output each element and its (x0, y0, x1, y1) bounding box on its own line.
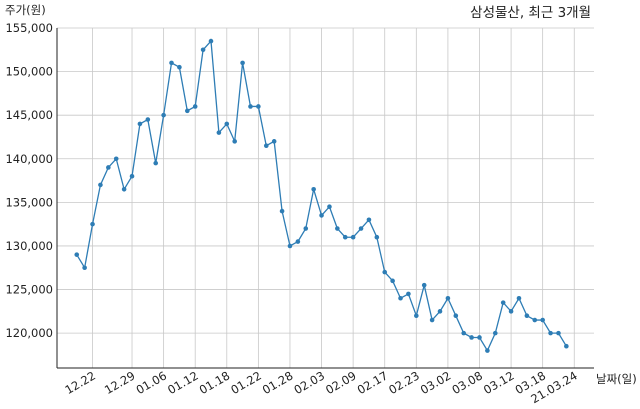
price-point (319, 213, 324, 218)
price-point (500, 300, 506, 305)
price-point (137, 121, 143, 127)
price-point (311, 186, 316, 192)
price-point (350, 234, 356, 240)
x-tick-label: 02.09 (323, 368, 359, 397)
price-point (208, 38, 214, 44)
price-point (129, 173, 135, 179)
y-tick-label: 150,000 (5, 65, 53, 79)
price-point (121, 186, 127, 192)
price-point (287, 243, 293, 249)
price-point (295, 239, 301, 244)
price-point (263, 143, 269, 148)
price-point (279, 208, 285, 214)
price-point (327, 204, 332, 210)
price-point (216, 130, 222, 135)
price-point (429, 317, 435, 323)
x-tick-label: 01.28 (260, 368, 296, 397)
tick-label-layer: 120,000 125,000 130,000 135,000 140,000 145,0… (5, 21, 579, 406)
price-point (485, 348, 490, 353)
price-point (335, 226, 340, 231)
price-point (200, 47, 206, 53)
price-point (556, 330, 561, 336)
y-tick-label: 140,000 (5, 152, 53, 166)
price-point (240, 60, 245, 66)
price-point (548, 330, 553, 336)
price-point (461, 330, 466, 336)
y-tick-label: 135,000 (5, 195, 53, 209)
price-point (248, 104, 253, 109)
price-point (224, 121, 230, 127)
price-point (358, 226, 364, 231)
price-point (516, 295, 522, 301)
series-layer (74, 38, 569, 353)
x-tick-label: 02.23 (386, 368, 422, 397)
price-point (374, 234, 380, 240)
price-point (437, 309, 443, 314)
price-point (232, 139, 237, 144)
x-tick-label: 12.22 (63, 368, 99, 397)
x-tick-label: 02.17 (355, 368, 391, 397)
y-tick-label: 120,000 (5, 326, 53, 340)
price-point (106, 165, 111, 170)
y-tick-label: 145,000 (5, 108, 53, 122)
price-point (192, 104, 198, 109)
x-tick-label: 03.12 (481, 368, 517, 397)
price-point (161, 112, 166, 118)
price-point (524, 313, 530, 318)
price-point (453, 313, 459, 318)
x-tick-label: 02.03 (292, 368, 328, 397)
price-point (177, 64, 182, 70)
y-tick-label: 125,000 (5, 283, 53, 297)
price-point (532, 317, 538, 323)
price-point (508, 309, 514, 314)
price-point (303, 226, 309, 231)
price-point (564, 343, 569, 349)
y-tick-label: 130,000 (5, 239, 53, 253)
x-tick-label: 01.06 (134, 368, 170, 397)
x-tick-label: 01.22 (228, 368, 264, 397)
price-point (98, 182, 103, 188)
price-point (271, 139, 277, 144)
price-point (153, 160, 159, 166)
grid-layer (57, 27, 594, 368)
price-point (169, 60, 174, 66)
axis-layer (56, 28, 594, 369)
y-tick-label: 155,000 (5, 21, 53, 35)
x-tick-label: 01.18 (197, 368, 233, 397)
price-point (414, 313, 419, 318)
x-tick-label: 03.02 (418, 368, 454, 397)
price-point (74, 252, 80, 257)
y-axis-title: 주가(원) (5, 3, 46, 17)
chart-title: 삼성물산, 최근 3개월 (470, 5, 591, 21)
price-point (469, 335, 474, 340)
price-point (540, 317, 545, 323)
price-point (382, 269, 388, 275)
price-point (113, 156, 119, 162)
price-point (366, 217, 372, 223)
x-tick-label: 12.29 (102, 368, 138, 397)
price-point (185, 108, 190, 114)
x-axis-title: 날짜(일) (596, 372, 637, 386)
price-point (342, 234, 348, 240)
price-point (445, 295, 451, 301)
x-tick-label: 01.12 (165, 368, 201, 397)
price-point (406, 291, 411, 297)
price-point (82, 265, 87, 271)
x-tick-label: 03.08 (449, 368, 485, 397)
price-point (90, 221, 95, 227)
price-point (421, 282, 427, 288)
price-point (477, 335, 482, 340)
price-point (398, 295, 403, 301)
price-point (390, 278, 395, 284)
price-point (492, 330, 498, 336)
price-point (256, 104, 261, 109)
price-point (145, 117, 151, 122)
